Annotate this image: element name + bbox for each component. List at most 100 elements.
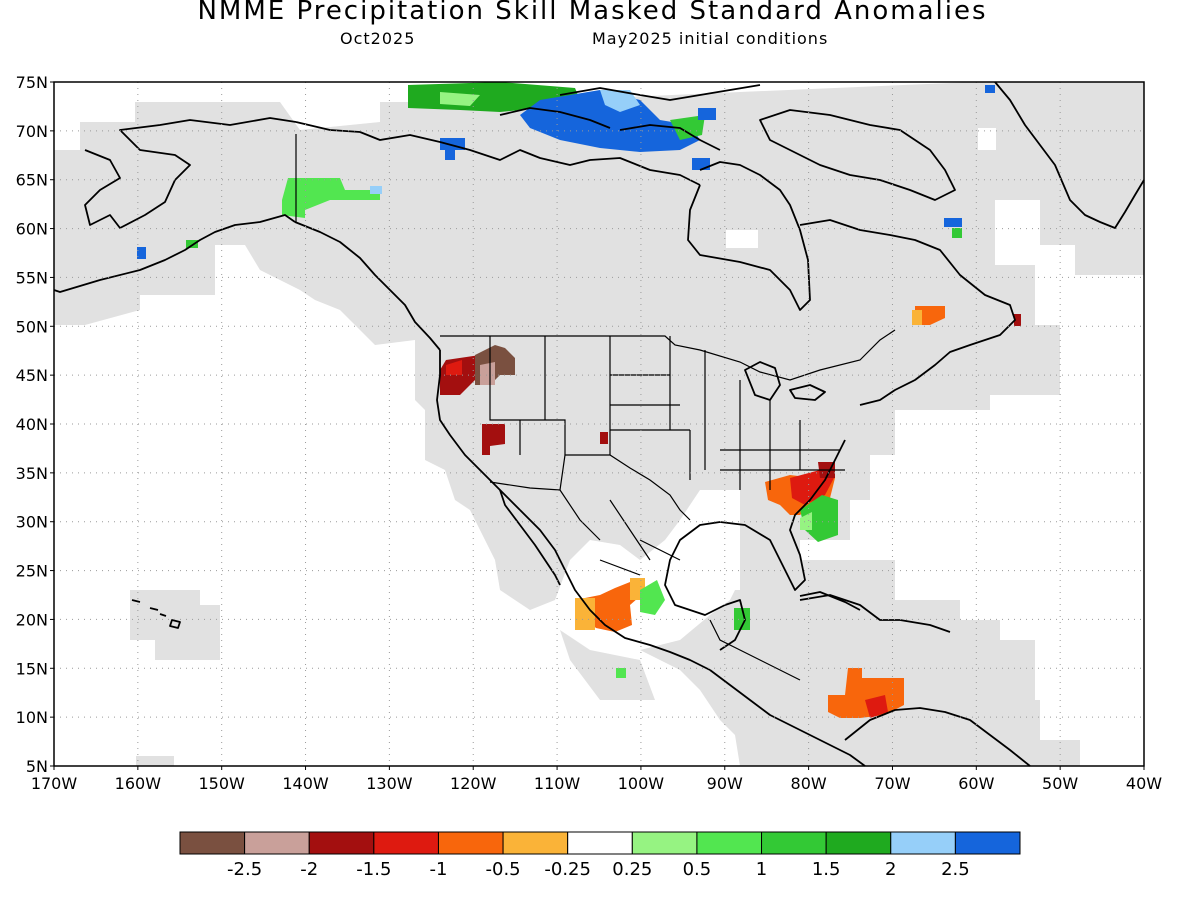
lat-tick-label: 10N <box>16 708 48 727</box>
latitude-axis: 75N 70N 65N 60N 55N 50N 45N 40N 35N 30N 25N 20N 15N 1… <box>16 73 54 776</box>
colorbar-label: -0.5 <box>486 859 521 880</box>
lat-tick-label: 75N <box>16 73 48 92</box>
lat-tick-label: 60N <box>16 220 48 239</box>
colorbar-swatch <box>567 831 633 855</box>
anomaly-baffin-blue <box>944 218 962 227</box>
colorbar-label: 0.5 <box>683 859 712 880</box>
anomaly-colombia-red <box>865 695 888 718</box>
coastline-hudson-bay <box>687 161 811 311</box>
coastline-baja <box>499 489 561 586</box>
anomaly-arctic-lightblue <box>600 90 640 112</box>
lon-tick-label: 60W <box>958 774 994 793</box>
lat-tick-label: 40N <box>16 415 48 434</box>
lon-tick-label: 80W <box>791 774 827 793</box>
colorbar-swatch <box>696 831 763 855</box>
lat-tick-label: 30N <box>16 513 48 532</box>
colorbar-swatch <box>308 831 375 855</box>
graticule-layer <box>54 82 1144 766</box>
anomaly-idaho-pink <box>480 362 495 385</box>
colorbar-label: -2 <box>300 859 318 880</box>
lon-tick-label: 70W <box>874 774 910 793</box>
colorbar <box>179 831 1021 855</box>
colorbar-label: 2 <box>885 859 896 880</box>
border-us-states <box>489 336 845 490</box>
coastline-mexico-west <box>519 509 711 671</box>
anomaly-gulf-green <box>640 580 665 615</box>
anomaly-florida-lightgreen <box>800 512 812 530</box>
colorbar-swatch <box>244 831 310 855</box>
colorbar-label: -0.25 <box>544 859 591 880</box>
anomaly-yucatan-green <box>734 608 750 630</box>
anomaly-melville-blue <box>692 158 710 170</box>
colorbar-label: -1.5 <box>356 859 391 880</box>
colorbar-swatch <box>502 831 569 855</box>
coastline-caribbean-islands <box>799 594 951 633</box>
anomaly-greenland-blue <box>985 85 995 93</box>
lon-tick-label: 120W <box>450 774 497 793</box>
border-us-canada <box>440 329 896 381</box>
colorbar-labels: -2.5 -2 -1.5 -1 -0.5 -0.25 0.25 0.5 1 1.5 2 2.5 <box>227 859 970 880</box>
border-us-mexico <box>489 454 691 521</box>
lat-tick-label: 25N <box>16 562 48 581</box>
lat-tick-label: 55N <box>16 268 48 287</box>
coastline-hawaii-main <box>169 619 181 629</box>
colorbar-swatch <box>179 831 246 855</box>
coastline-cuba <box>799 591 861 611</box>
lat-tick-label: 15N <box>16 659 48 678</box>
mask-mexico-pacific <box>560 630 655 700</box>
anomaly-arctic-green-east <box>670 115 705 140</box>
colorbar-label: 0.25 <box>612 859 652 880</box>
mask-hole-greenland <box>978 128 996 150</box>
lat-tick-label: 50N <box>16 317 48 336</box>
anomaly-pacific-green <box>616 668 626 678</box>
lon-tick-label: 110W <box>534 774 581 793</box>
lon-tick-label: 90W <box>707 774 743 793</box>
anomaly-labrador-yellow <box>912 310 922 325</box>
initial-conditions: May2025 initial conditions <box>592 29 829 48</box>
longitude-axis: 170W 160W 150W 140W 130W 120W 110W 100W 90W 80W 70… <box>31 766 1162 793</box>
mask-south-pacific <box>136 756 174 766</box>
colorbar-swatch <box>825 831 892 855</box>
coastline-south-america <box>844 707 1031 767</box>
anomaly-beaufort-lightgreen <box>440 92 480 106</box>
lon-tick-label: 140W <box>282 774 329 793</box>
anomaly-yukon-green <box>282 178 380 218</box>
lon-tick-label: 130W <box>366 774 413 793</box>
coastline-central-america <box>709 669 866 767</box>
lat-tick-label: 65N <box>16 171 48 190</box>
mask-hole-gulf <box>684 562 740 590</box>
colorbar-swatch <box>437 831 504 855</box>
mask-hole-canada <box>726 230 758 248</box>
coastline-layer <box>53 81 1145 767</box>
colorbar-label: 1 <box>756 859 767 880</box>
colorbar-swatch <box>631 831 698 855</box>
anomaly-arctic-blue-ne <box>698 108 716 120</box>
coastline-baffin <box>759 109 956 201</box>
coastline-alaska-west <box>53 214 296 293</box>
coastline-west-canada <box>294 221 441 351</box>
colorbar-swatch <box>890 831 956 855</box>
colorbar-label: -2.5 <box>227 859 262 880</box>
coastline-great-lakes <box>744 361 826 401</box>
map-title: NMME Precipitation Skill Masked Standard… <box>197 0 988 26</box>
anomaly-nevada-red <box>482 424 505 455</box>
anomaly-southeast-red <box>790 470 835 505</box>
coastline-alaska-north <box>84 117 297 229</box>
colorbar-swatch <box>954 831 1021 855</box>
anomaly-baffin-green <box>952 228 962 238</box>
colorbar-swatch <box>373 831 439 855</box>
coastline-labrador <box>799 219 1016 406</box>
anomaly-yukon-lightblue <box>370 186 382 194</box>
lon-tick-label: 160W <box>115 774 162 793</box>
colorbar-label: 1.5 <box>812 859 841 880</box>
coastline-us-west <box>436 350 521 511</box>
lon-tick-label: 50W <box>1042 774 1078 793</box>
anomaly-alaska-green <box>186 240 198 248</box>
lon-tick-label: 150W <box>199 774 246 793</box>
lat-tick-label: 20N <box>16 610 48 629</box>
border-central-america <box>709 619 801 681</box>
colorbar-swatch <box>761 831 827 855</box>
colorbar-label: -1 <box>429 859 447 880</box>
lon-tick-label: 100W <box>618 774 665 793</box>
